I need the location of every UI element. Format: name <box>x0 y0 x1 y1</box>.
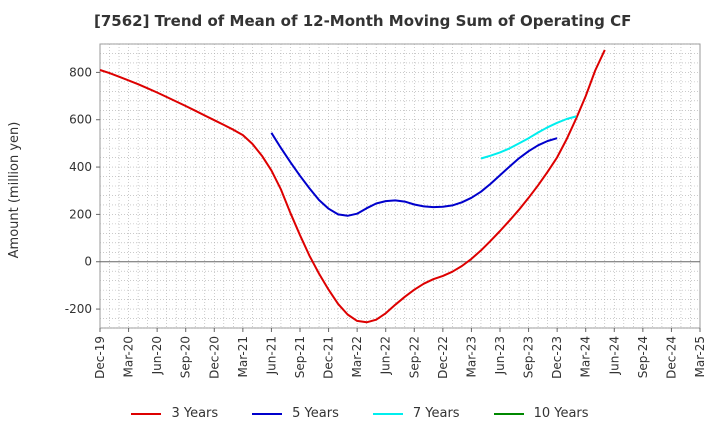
x-tick-label: Jun-21 <box>264 336 278 375</box>
legend-item-10-years: 10 Years <box>493 406 589 421</box>
legend-label-7-years: 7 Years <box>412 406 460 421</box>
legend-label-3-years: 3 Years <box>171 406 219 421</box>
series-layer <box>99 49 606 324</box>
x-ticks: Dec-19 Mar-20 Jun-20 Sep-20 Dec-20 Mar-21 Jun-… <box>93 328 707 379</box>
x-tick-label: Mar-25 <box>693 336 707 377</box>
x-tick-label: Jun-22 <box>379 336 393 375</box>
legend-swatch-5-years <box>252 412 283 415</box>
chart-title: [7562] Trend of Mean of 12-Month Moving … <box>94 12 632 30</box>
x-tick-label: Mar-24 <box>579 336 593 377</box>
legend-item-5-years: 5 Years <box>252 406 339 421</box>
x-tick-label: Sep-24 <box>636 336 650 378</box>
legend-label-10-years: 10 Years <box>533 406 589 421</box>
y-axis-label: Amount (million yen) <box>7 122 22 259</box>
x-tick-label: Dec-22 <box>436 336 450 379</box>
x-tick-label: Mar-23 <box>464 336 478 377</box>
y-tick-label: 800 <box>69 65 92 79</box>
x-tick-label: Dec-20 <box>207 336 221 379</box>
x-tick-label: Dec-19 <box>93 336 107 379</box>
x-tick-label: Dec-23 <box>550 336 564 379</box>
x-tick-label: Sep-22 <box>407 336 421 378</box>
legend-swatch-10-years <box>493 412 524 415</box>
legend-label-5-years: 5 Years <box>292 406 339 421</box>
y-tick-label: 600 <box>69 113 92 127</box>
x-tick-label: Mar-20 <box>122 336 136 377</box>
series-line-3-years <box>99 49 606 324</box>
x-tick-label: Mar-22 <box>350 336 364 377</box>
grid-lines <box>100 43 700 329</box>
x-tick-label: Jun-23 <box>493 336 507 375</box>
x-tick-label: Dec-24 <box>664 336 678 379</box>
x-tick-label: Jun-20 <box>150 336 164 375</box>
y-ticks: -200 0 200 400 600 800 <box>65 65 100 316</box>
legend-item-7-years: 7 Years <box>372 406 460 421</box>
series-line-7-years <box>480 115 577 160</box>
y-tick-label: 0 <box>84 255 92 269</box>
series-line-5-years <box>270 132 558 217</box>
legend: 3 Years 5 Years 7 Years 10 Years <box>0 406 720 421</box>
x-tick-label: Sep-21 <box>293 336 307 378</box>
chart-area: -200 0 200 400 600 800 Dec-19 Mar-20 Jun-20 Sep-… <box>7 43 707 379</box>
legend-item-3-years: 3 Years <box>131 406 218 421</box>
x-tick-label: Sep-20 <box>179 336 193 378</box>
y-tick-label: -200 <box>65 302 92 316</box>
x-tick-label: Sep-23 <box>522 336 536 378</box>
x-tick-label: Jun-24 <box>607 336 621 375</box>
x-tick-label: Mar-21 <box>236 336 250 377</box>
y-tick-label: 400 <box>69 160 92 174</box>
legend-swatch-7-years <box>372 412 403 415</box>
x-tick-label: Dec-21 <box>322 336 336 379</box>
y-tick-label: 200 <box>69 207 92 221</box>
legend-swatch-3-years <box>131 412 162 415</box>
